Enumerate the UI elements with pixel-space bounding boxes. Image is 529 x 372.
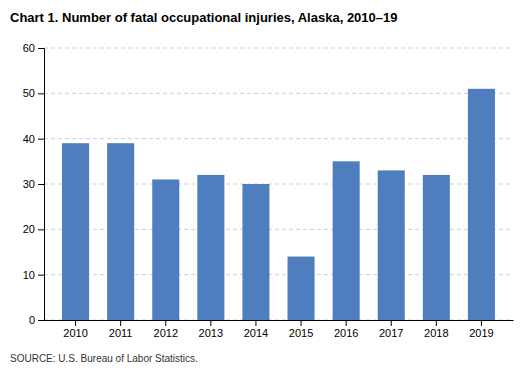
x-tick-label: 2011 xyxy=(109,327,133,339)
bar xyxy=(152,179,179,320)
x-tick-mark xyxy=(391,320,392,326)
y-tick: 20 xyxy=(23,223,44,235)
y-tick-label: 40 xyxy=(23,133,35,145)
x-tick-mark xyxy=(120,320,121,326)
x-tick-label: 2014 xyxy=(244,327,268,339)
x-tick-mark xyxy=(301,320,302,326)
y-tick-label: 60 xyxy=(23,42,35,54)
y-tick: 0 xyxy=(29,314,44,326)
x-tick: 2014 xyxy=(244,320,268,339)
chart-svg: Chart 1. Number of fatal occupational in… xyxy=(0,0,529,372)
bar xyxy=(378,170,405,320)
chart-container: Chart 1. Number of fatal occupational in… xyxy=(0,0,529,372)
x-tick-mark xyxy=(346,320,347,326)
bar xyxy=(288,257,315,320)
x-tick-mark xyxy=(75,320,76,326)
y-tick: 10 xyxy=(23,269,44,281)
y-tick-label: 30 xyxy=(23,178,35,190)
annotation: SOURCE: U.S. Bureau of Labor Statistics. xyxy=(10,353,198,364)
y-axis-line xyxy=(38,49,45,321)
x-tick-label: 2015 xyxy=(289,327,313,339)
x-tick-label: 2018 xyxy=(424,327,448,339)
y-tick-label: 20 xyxy=(23,223,35,235)
y-tick-mark xyxy=(38,184,44,185)
x-tick: 2017 xyxy=(379,320,403,339)
grid xyxy=(44,48,513,320)
x-tick-mark xyxy=(481,320,482,326)
x-tick-mark xyxy=(210,320,211,326)
y-tick: 30 xyxy=(23,178,44,190)
x-tick-label: 2010 xyxy=(63,327,87,339)
y-tick: 40 xyxy=(23,133,44,145)
x-tick-label: 2016 xyxy=(334,327,358,339)
bars xyxy=(62,89,495,320)
x-tick-label: 2012 xyxy=(154,327,178,339)
bar xyxy=(242,184,269,320)
y-tick-mark xyxy=(38,275,44,276)
plot-area: 2010201120122013201420152016201720182019… xyxy=(23,42,514,339)
x-axis-line xyxy=(45,320,514,321)
bar xyxy=(107,143,134,320)
y-tick-mark xyxy=(38,320,44,321)
x-tick-label: 2017 xyxy=(379,327,403,339)
x-tick-mark xyxy=(255,320,256,326)
bar xyxy=(62,143,89,320)
x-tick: 2012 xyxy=(154,320,178,339)
x-tick: 2010 xyxy=(63,320,87,339)
bar xyxy=(333,161,360,320)
grid-line xyxy=(44,48,513,49)
x-tick-label: 2013 xyxy=(199,327,223,339)
grid-line xyxy=(44,138,513,139)
x-tick: 2016 xyxy=(334,320,358,339)
y-tick-label: 10 xyxy=(23,269,35,281)
chart-title: Chart 1. Number of fatal occupational in… xyxy=(10,10,398,25)
bar xyxy=(197,175,224,320)
y-tick: 60 xyxy=(23,42,44,54)
x-tick: 2015 xyxy=(289,320,313,339)
x-tick: 2011 xyxy=(109,320,133,339)
y-tick-mark xyxy=(38,139,44,140)
x-tick-mark xyxy=(436,320,437,326)
x-axis: 2010 2011 2012 2013 2014 2015 2016 2017 2018 2019 xyxy=(45,320,514,339)
y-axis: 0 10 20 30 40 50 60 xyxy=(23,42,45,326)
y-tick-mark xyxy=(38,93,44,94)
y-tick-label: 50 xyxy=(23,87,35,99)
y-tick-mark xyxy=(38,48,44,49)
x-tick: 2019 xyxy=(469,320,493,339)
y-tick: 50 xyxy=(23,87,44,99)
y-tick-mark xyxy=(38,229,44,230)
x-tick: 2013 xyxy=(199,320,223,339)
y-tick-label: 0 xyxy=(29,314,35,326)
bar xyxy=(468,89,495,320)
x-tick: 2018 xyxy=(424,320,448,339)
grid-line xyxy=(44,93,513,94)
bar xyxy=(423,175,450,320)
x-tick-label: 2019 xyxy=(469,327,493,339)
x-tick-mark xyxy=(165,320,166,326)
